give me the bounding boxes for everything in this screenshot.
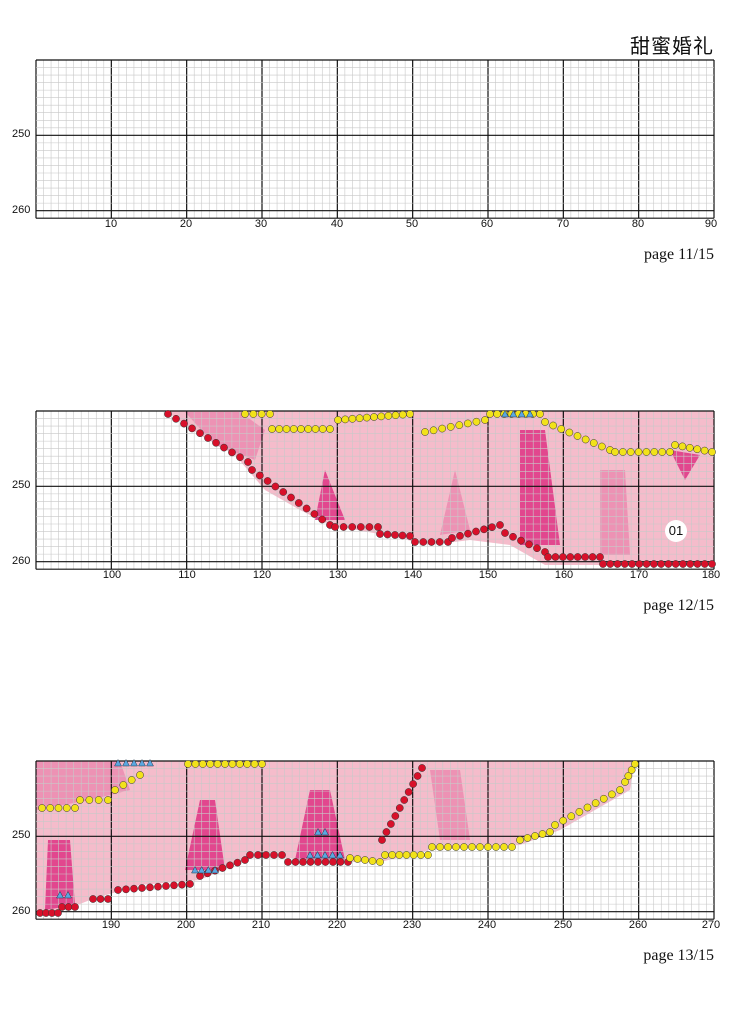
pattern-fill-light bbox=[166, 411, 714, 565]
col-label: 70 bbox=[556, 218, 570, 230]
row-label-260: 260 bbox=[12, 555, 31, 567]
stitch-triangles-blue bbox=[501, 409, 534, 418]
col-label: 140 bbox=[403, 569, 423, 581]
col-label: 230 bbox=[402, 919, 422, 931]
col-label: 270 bbox=[701, 919, 721, 931]
col-label: 10 bbox=[104, 218, 118, 230]
row-label-250: 250 bbox=[12, 829, 31, 841]
row-label-250: 250 bbox=[12, 128, 31, 140]
row-label-260: 260 bbox=[12, 204, 31, 216]
chart-title: 甜蜜婚礼 bbox=[630, 34, 714, 58]
col-label: 80 bbox=[631, 218, 645, 230]
row-label-260: 260 bbox=[12, 905, 31, 917]
col-label: 20 bbox=[179, 218, 193, 230]
page-number: page 13/15 bbox=[643, 947, 714, 964]
col-label: 250 bbox=[553, 919, 573, 931]
col-label: 160 bbox=[554, 569, 574, 581]
page-number: page 11/15 bbox=[643, 246, 714, 263]
stitch-dots-red bbox=[36, 764, 426, 917]
pattern-fill-mid bbox=[185, 412, 265, 460]
col-label: 40 bbox=[330, 218, 344, 230]
stitch-triangles-blue bbox=[56, 758, 344, 899]
col-label: 100 bbox=[102, 569, 122, 581]
col-label: 90 bbox=[704, 218, 718, 230]
col-label: 50 bbox=[405, 218, 419, 230]
col-label: 150 bbox=[478, 569, 498, 581]
row-label-250: 250 bbox=[12, 479, 31, 491]
col-label: 30 bbox=[254, 218, 268, 230]
col-label: 200 bbox=[176, 919, 196, 931]
pattern-fill-mid bbox=[430, 770, 470, 840]
pattern-fill-mid bbox=[36, 761, 130, 810]
pattern-fill-mid bbox=[440, 470, 470, 535]
grid-lines bbox=[35, 410, 715, 570]
col-label: 190 bbox=[101, 919, 121, 931]
section-badge: 01 bbox=[665, 520, 687, 542]
col-label: 170 bbox=[629, 569, 649, 581]
col-label: 180 bbox=[701, 569, 721, 581]
col-label: 130 bbox=[328, 569, 348, 581]
col-label: 110 bbox=[178, 569, 196, 581]
pattern-fill-mid bbox=[600, 470, 630, 555]
col-label: 210 bbox=[251, 919, 271, 931]
pattern-fill-hot bbox=[185, 800, 225, 870]
col-label: 120 bbox=[252, 569, 272, 581]
grid-lines bbox=[35, 760, 715, 920]
grid-lines bbox=[35, 59, 715, 219]
col-label: 240 bbox=[477, 919, 497, 931]
pattern-fill-hot bbox=[670, 450, 700, 480]
col-label: 60 bbox=[480, 218, 494, 230]
col-label: 260 bbox=[628, 919, 648, 931]
col-label: 220 bbox=[327, 919, 347, 931]
stitch-dots-red bbox=[164, 410, 716, 568]
page-number: page 12/15 bbox=[643, 597, 714, 614]
stitch-dots-yellow bbox=[38, 760, 639, 866]
pattern-fill-hot bbox=[45, 840, 75, 910]
